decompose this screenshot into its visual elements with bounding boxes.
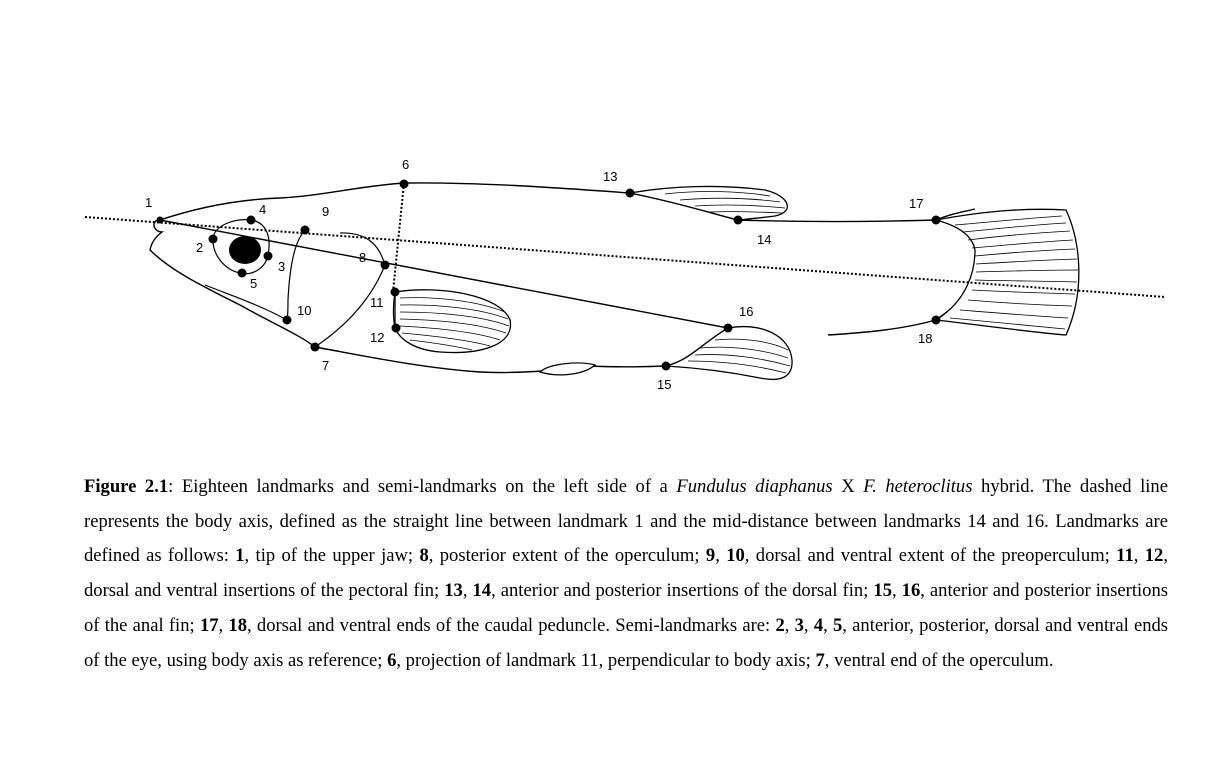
landmark-ref: 1 (235, 545, 245, 567)
landmark-point-2 (208, 234, 218, 244)
landmark-label-14: 14 (757, 232, 771, 247)
landmark-point-10 (282, 315, 292, 325)
fish-body-outline (149, 182, 976, 374)
caption-text: hybrid. The dashed line represents the b… (84, 476, 1168, 567)
caption-text: : (168, 476, 182, 497)
landmark-ref: 2 (775, 614, 785, 636)
species-name: F. heteroclitus (863, 476, 973, 497)
landmark-point-6 (399, 179, 409, 189)
caption-text: , (803, 614, 814, 636)
species-name: Fundulus diaphanus (676, 476, 833, 497)
landmark-label-18: 18 (918, 331, 932, 346)
caption-text: , anterior, posterior, dorsal and ventra… (84, 614, 1169, 671)
caption-text: , (715, 545, 727, 567)
caption-text: , (891, 580, 902, 602)
landmark-label-11: 11 (370, 295, 384, 310)
cheek-line (204, 284, 288, 321)
landmark-point-13 (625, 188, 635, 198)
preoperculum-line (286, 229, 306, 321)
anal-fin-rays (687, 338, 791, 374)
landmark-label-9: 9 (322, 204, 329, 219)
figure-caption: Figure 2.1: Eighteen landmarks and semi-… (84, 470, 1168, 678)
landmark-label-16: 16 (739, 304, 753, 319)
projection-line (392, 182, 405, 293)
landmark-point-3 (263, 251, 273, 261)
caption-text: , tip of the upper jaw; (244, 545, 420, 567)
landmark-ref: 6 (387, 649, 397, 671)
landmark-point-12 (391, 323, 401, 333)
caption-text: X (832, 476, 864, 497)
landmark-points (156, 179, 941, 371)
landmark-point-11 (390, 287, 400, 297)
landmark-ref: 18 (228, 614, 248, 636)
landmark-ref: 16 (901, 580, 921, 602)
body-axis-line (84, 216, 1166, 298)
landmark-label-13: 13 (603, 169, 617, 184)
landmark-point-8 (380, 260, 390, 270)
landmark-label-8: 8 (359, 250, 366, 265)
caption-text: , (784, 614, 795, 636)
landmark-ref: 10 (726, 545, 745, 567)
caption-text: , dorsal and ventral ends of the caudal … (247, 614, 776, 636)
landmark-ref: 8 (419, 545, 429, 567)
landmark-point-1 (156, 216, 164, 224)
landmark-label-7: 7 (322, 358, 329, 373)
landmark-ref: 9 (705, 545, 716, 567)
landmark-ref: 11 (1116, 545, 1134, 567)
caption-text: , ventral end of the operculum. (824, 649, 1054, 671)
eye-pupil (229, 236, 261, 264)
landmark-ref: 12 (1144, 545, 1164, 567)
landmark-point-17 (931, 215, 941, 225)
landmark-point-18 (931, 315, 941, 325)
landmark-ref: 7 (815, 649, 825, 671)
caption-text: , (1133, 545, 1145, 567)
figure-label: Figure 2.1 (84, 476, 169, 497)
landmark-label-10: 10 (297, 303, 311, 318)
pectoral-fin (394, 289, 512, 354)
landmark-ref: 14 (472, 580, 492, 602)
landmark-ref: 13 (444, 580, 463, 602)
landmark-label-2: 2 (196, 240, 203, 255)
landmark-label-15: 15 (657, 377, 671, 392)
landmark-label-3: 3 (278, 259, 285, 274)
landmark-label-17: 17 (909, 196, 923, 211)
landmark-point-9 (300, 225, 310, 235)
caption-text: , projection of landmark 11, perpendicul… (396, 649, 816, 671)
landmark-point-4 (246, 215, 256, 225)
landmark-point-15 (661, 361, 671, 371)
caption-text: , (823, 614, 833, 636)
pelvic-fin (538, 362, 597, 376)
landmark-label-12: 12 (370, 330, 384, 345)
pectoral-fin-rays (399, 297, 510, 351)
landmark-label-4: 4 (259, 202, 266, 217)
caption-text: , (218, 614, 229, 636)
landmark-point-7 (310, 342, 320, 352)
landmark-ref: 15 (873, 580, 892, 602)
caption-text: Eighteen landmarks and semi-landmarks on… (181, 476, 677, 497)
landmark-point-16 (723, 323, 733, 333)
caption-text: , anterior and posterior insertions of t… (84, 580, 1169, 636)
caudal-fin (934, 208, 1080, 336)
landmark-label-1: 1 (145, 195, 152, 210)
caudal-fin-rays (949, 215, 1079, 330)
landmark-ref: 3 (794, 614, 804, 636)
caption-text: , (462, 580, 473, 602)
landmark-ref: 5 (833, 614, 843, 636)
landmark-labels: 1 2 3 4 5 6 7 8 9 10 11 12 13 14 15 16 1… (145, 157, 932, 392)
landmark-label-5: 5 (250, 276, 257, 291)
landmark-point-14 (733, 215, 743, 225)
landmark-label-6: 6 (402, 157, 409, 172)
caption-text: , posterior extent of the operculum; (428, 545, 706, 567)
anal-fin (665, 325, 793, 381)
dorsal-fin-rays (664, 191, 786, 214)
caption-text: , anterior and posterior insertions of t… (491, 580, 874, 602)
landmark-ref: 4 (813, 614, 824, 636)
landmark-ref: 17 (199, 614, 219, 636)
caption-text: , dorsal and ventral extent of the preop… (744, 545, 1117, 567)
landmark-point-5 (237, 268, 247, 278)
caption-text: , dorsal and ventral insertions of the p… (84, 545, 1168, 602)
